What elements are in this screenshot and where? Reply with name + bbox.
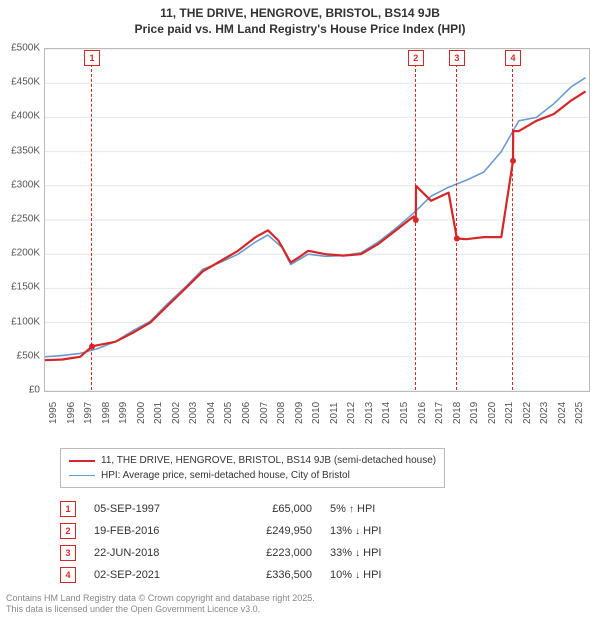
sale-marker-line [91,64,92,390]
x-tick-label: 2020 [487,402,498,424]
x-tick-label: 2011 [329,402,340,424]
x-tick-label: 2008 [276,402,287,424]
x-tick-label: 2004 [206,402,217,424]
y-tick-label: £300K [0,179,40,190]
x-tick-label: 2021 [504,402,515,424]
legend-label-hpi: HPI: Average price, semi-detached house,… [101,468,350,483]
sale-marker-badge: 1 [84,50,100,66]
x-tick-label: 2015 [399,402,410,424]
y-tick-label: £200K [0,248,40,259]
y-tick-label: £150K [0,282,40,293]
chart-svg [45,49,589,391]
x-tick-label: 2023 [539,402,550,424]
y-tick-label: £500K [0,43,40,54]
x-tick-label: 2017 [434,402,445,424]
x-tick-label: 2019 [469,402,480,424]
x-tick-label: 2005 [223,402,234,424]
sales-table-row: 2 19-FEB-2016 £249,950 13% ↓ HPI [60,520,430,542]
x-tick-label: 2024 [557,402,568,424]
sale-marker-badge: 3 [449,50,465,66]
sales-table: 1 05-SEP-1997 £65,000 5% ↑ HPI 2 19-FEB-2016 £… [60,498,430,586]
x-tick-label: 2014 [381,402,392,424]
title-line-1: 11, THE DRIVE, HENGROVE, BRISTOL, BS14 9… [0,6,600,22]
footer-line-1: Contains HM Land Registry data © Crown c… [6,593,315,605]
x-tick-label: 1999 [118,402,129,424]
y-tick-label: £400K [0,111,40,122]
title-line-2: Price paid vs. HM Land Registry's House … [0,22,600,38]
attribution-footer: Contains HM Land Registry data © Crown c… [6,593,315,616]
x-tick-label: 2002 [171,402,182,424]
sale-marker-badge: 4 [505,50,521,66]
y-tick-label: £100K [0,316,40,327]
x-tick-label: 2013 [364,402,375,424]
sale-date: 05-SEP-1997 [94,503,204,515]
chart-title: 11, THE DRIVE, HENGROVE, BRISTOL, BS14 9… [0,0,600,37]
chart-plot-area [44,48,590,392]
x-tick-label: 1997 [83,402,94,424]
sales-table-row: 4 02-SEP-2021 £336,500 10% ↓ HPI [60,564,430,586]
legend-item-hpi: HPI: Average price, semi-detached house,… [69,468,436,483]
x-tick-label: 2018 [452,402,463,424]
y-tick-label: £50K [0,350,40,361]
x-tick-label: 1995 [48,402,59,424]
sales-table-row: 1 05-SEP-1997 £65,000 5% ↑ HPI [60,498,430,520]
legend-label-property: 11, THE DRIVE, HENGROVE, BRISTOL, BS14 9… [101,453,436,468]
x-tick-label: 2022 [522,402,533,424]
sale-date: 02-SEP-2021 [94,569,204,581]
y-tick-label: £450K [0,77,40,88]
sale-index-badge: 1 [60,501,76,517]
sale-index-badge: 2 [60,523,76,539]
x-tick-label: 2016 [417,402,428,424]
sale-index-badge: 3 [60,545,76,561]
x-tick-label: 2010 [311,402,322,424]
x-tick-label: 2000 [136,402,147,424]
sale-price: £223,000 [222,547,312,559]
footer-line-2: This data is licensed under the Open Gov… [6,604,315,616]
legend-swatch-hpi [69,475,95,476]
sale-marker-line [415,64,416,390]
sale-vs-hpi: 33% ↓ HPI [330,547,430,559]
sale-date: 22-JUN-2018 [94,547,204,559]
sale-price: £65,000 [222,503,312,515]
y-tick-label: £250K [0,214,40,225]
x-tick-label: 2006 [241,402,252,424]
sale-marker-line [456,64,457,390]
x-tick-label: 2012 [346,402,357,424]
sale-marker-badge: 2 [408,50,424,66]
sale-vs-hpi: 10% ↓ HPI [330,569,430,581]
x-tick-label: 2009 [294,402,305,424]
sale-vs-hpi: 13% ↓ HPI [330,525,430,537]
sale-vs-hpi: 5% ↑ HPI [330,503,430,515]
y-tick-label: £350K [0,145,40,156]
chart-legend: 11, THE DRIVE, HENGROVE, BRISTOL, BS14 9… [60,448,445,488]
sale-price: £336,500 [222,569,312,581]
sales-table-row: 3 22-JUN-2018 £223,000 33% ↓ HPI [60,542,430,564]
x-tick-label: 2025 [574,402,585,424]
x-tick-label: 1996 [66,402,77,424]
y-tick-label: £0 [0,385,40,396]
sale-index-badge: 4 [60,567,76,583]
sale-date: 19-FEB-2016 [94,525,204,537]
chart-container: { "title_line1": "11, THE DRIVE, HENGROV… [0,0,600,620]
sale-marker-line [512,64,513,390]
x-tick-label: 2003 [188,402,199,424]
x-tick-label: 1998 [101,402,112,424]
x-tick-label: 2001 [153,402,164,424]
legend-swatch-property [69,460,95,462]
sale-price: £249,950 [222,525,312,537]
x-tick-label: 2007 [259,402,270,424]
legend-item-property: 11, THE DRIVE, HENGROVE, BRISTOL, BS14 9… [69,453,436,468]
